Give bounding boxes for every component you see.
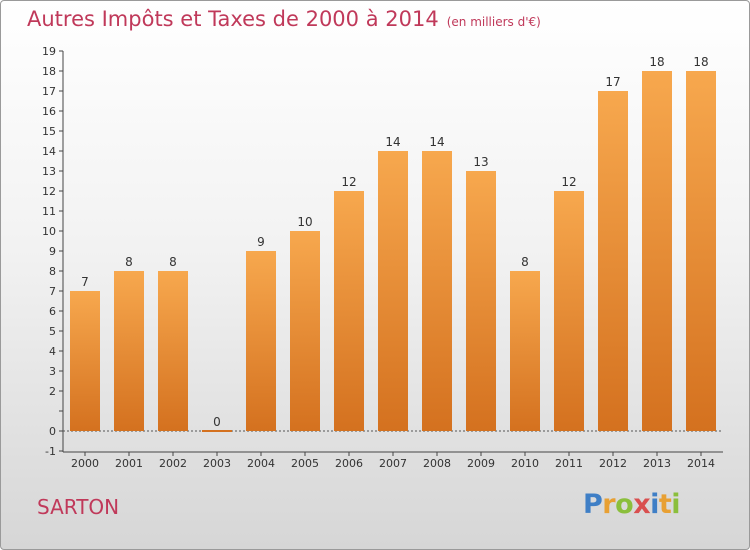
- bar-value-label: 8: [125, 255, 133, 269]
- y-tick-label: 5: [49, 325, 56, 338]
- bar-value-label: 12: [341, 175, 356, 189]
- bar-value-label: 18: [649, 55, 664, 69]
- bar: [70, 291, 100, 431]
- bar-value-label: 0: [213, 415, 221, 429]
- x-tick-label: 2006: [335, 457, 363, 470]
- y-tick-label: 0: [49, 425, 56, 438]
- y-tick-label: 10: [42, 225, 56, 238]
- bar-value-label: 7: [81, 275, 89, 289]
- y-tick-label: 2: [49, 385, 56, 398]
- y-tick-label: 3: [49, 365, 56, 378]
- bar-value-label: 9: [257, 235, 265, 249]
- x-tick-label: 2008: [423, 457, 451, 470]
- bar: [290, 231, 320, 431]
- y-tick-label: 16: [42, 105, 56, 118]
- bar-value-label: 17: [605, 75, 620, 89]
- y-tick-label: 8: [49, 265, 56, 278]
- x-tick-label: 2000: [71, 457, 99, 470]
- x-tick-label: 2009: [467, 457, 495, 470]
- x-tick-label: 2010: [511, 457, 539, 470]
- bar-value-label: 14: [385, 135, 400, 149]
- y-tick-label: 7: [49, 285, 56, 298]
- y-tick-label: 17: [42, 85, 56, 98]
- bar: [378, 151, 408, 431]
- bar-value-label: 14: [429, 135, 444, 149]
- location-name: SARTON: [37, 495, 120, 519]
- bar: [686, 71, 716, 431]
- y-tick-label: 6: [49, 305, 56, 318]
- bar: [554, 191, 584, 431]
- bar: [158, 271, 188, 431]
- chart-unit: (en milliers d'€): [446, 15, 541, 29]
- proxiti-logo: Proxiti: [583, 489, 681, 520]
- logo-letter: o: [615, 489, 634, 520]
- y-tick-label: -1: [45, 445, 56, 458]
- x-tick-label: 2014: [687, 457, 715, 470]
- y-tick-label: 14: [42, 145, 56, 158]
- bar: [334, 191, 364, 431]
- y-tick-label: 11: [42, 205, 56, 218]
- x-tick-label: 2012: [599, 457, 627, 470]
- bar-value-label: 13: [473, 155, 488, 169]
- bar: [114, 271, 144, 431]
- y-tick-label: 18: [42, 65, 56, 78]
- bar: [466, 171, 496, 431]
- bar: [510, 271, 540, 431]
- bar: [598, 91, 628, 431]
- logo-letter: i: [650, 489, 659, 520]
- bar-value-label: 8: [169, 255, 177, 269]
- x-tick-label: 2004: [247, 457, 275, 470]
- x-tick-label: 2001: [115, 457, 143, 470]
- y-tick-label: 12: [42, 185, 56, 198]
- bar: [642, 71, 672, 431]
- logo-letter: i: [671, 489, 681, 520]
- bar: [246, 251, 276, 431]
- logo-letter: t: [658, 489, 672, 520]
- bar-value-label: 12: [561, 175, 576, 189]
- y-tick-label: 13: [42, 165, 56, 178]
- bar-value-label: 10: [297, 215, 312, 229]
- y-tick-label: 4: [49, 345, 56, 358]
- bar-value-label: 18: [693, 55, 708, 69]
- x-tick-label: 2002: [159, 457, 187, 470]
- x-tick-label: 2005: [291, 457, 319, 470]
- x-tick-label: 2003: [203, 457, 231, 470]
- bar-value-label: 8: [521, 255, 529, 269]
- x-tick-label: 2007: [379, 457, 407, 470]
- logo-letter: P: [583, 489, 603, 520]
- bar: [422, 151, 452, 431]
- y-tick-label: 15: [42, 125, 56, 138]
- logo-letter: r: [602, 489, 616, 520]
- y-tick-label: 19: [42, 45, 56, 58]
- x-tick-label: 2011: [555, 457, 583, 470]
- bar: [202, 430, 232, 432]
- x-tick-label: 2013: [643, 457, 671, 470]
- chart-title-text: Autres Impôts et Taxes de 2000 à 2014: [27, 7, 439, 31]
- y-tick-label: 9: [49, 245, 56, 258]
- chart-title: Autres Impôts et Taxes de 2000 à 2014 (en…: [27, 7, 541, 31]
- logo-letter: x: [633, 489, 651, 520]
